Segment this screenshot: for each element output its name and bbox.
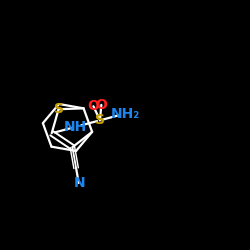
Text: S: S: [54, 102, 64, 116]
Text: NH: NH: [64, 120, 88, 134]
Text: O: O: [88, 99, 100, 113]
Text: N: N: [74, 176, 86, 190]
Text: NH₂: NH₂: [111, 107, 140, 121]
Text: O: O: [96, 98, 107, 112]
Text: S: S: [95, 113, 105, 127]
